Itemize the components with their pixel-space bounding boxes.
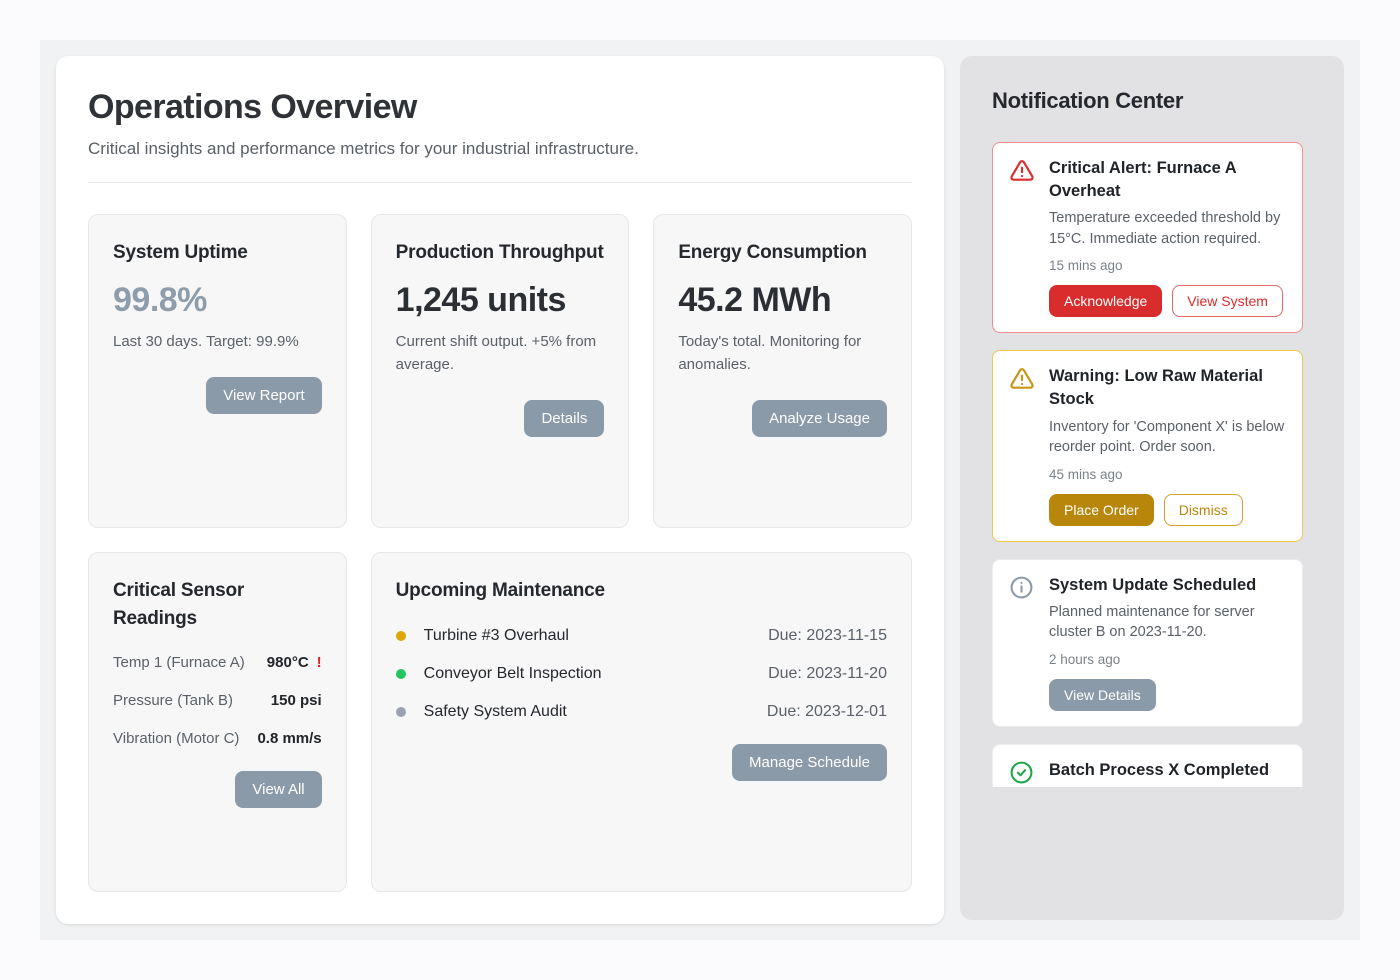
sensor-row: Temp 1 (Furnace A) 980°C! xyxy=(113,654,322,671)
manage-schedule-button[interactable]: Manage Schedule xyxy=(732,743,887,781)
notification-timestamp: 2 hours ago xyxy=(1049,651,1121,667)
card-title: Upcoming Maintenance xyxy=(395,580,605,601)
notification-body: Planned maintenance for server cluster B… xyxy=(1049,603,1255,641)
sensor-rows: Temp 1 (Furnace A) 980°C! Pressure (Tank… xyxy=(113,654,322,768)
place-order-button[interactable]: Place Order xyxy=(1049,493,1154,526)
acknowledge-button[interactable]: Acknowledge xyxy=(1049,285,1163,318)
card-critical-sensor-readings: Critical Sensor Readings Temp 1 (Furnace… xyxy=(88,552,347,892)
status-dot-green xyxy=(395,668,406,679)
notification-info: System Update Scheduled Planned maintena… xyxy=(992,558,1303,727)
notification-warning: Warning: Low Raw Material Stock Inventor… xyxy=(992,350,1303,542)
view-system-button[interactable]: View System xyxy=(1172,285,1283,318)
maintenance-row: Conveyor Belt Inspection Due: 2023-11-20 xyxy=(395,664,887,683)
view-details-button[interactable]: View Details xyxy=(1049,678,1156,711)
notification-timestamp: 15 mins ago xyxy=(1049,258,1123,274)
sensor-label: Vibration (Motor C) xyxy=(113,730,240,748)
dismiss-button[interactable]: Dismiss xyxy=(1163,493,1243,526)
maintenance-row: Safety System Audit Due: 2023-12-01 xyxy=(395,702,887,721)
sensor-alert-mark: ! xyxy=(316,654,322,672)
notification-body: Temperature exceeded threshold by 15°C. … xyxy=(1049,210,1281,247)
notification-critical: Critical Alert: Furnace A Overheat Tempe… xyxy=(992,142,1303,334)
maintenance-rows: Turbine #3 Overhaul Due: 2023-11-15 Conv… xyxy=(395,626,887,741)
analyze-usage-button[interactable]: Analyze Usage xyxy=(752,400,887,438)
details-button[interactable]: Details xyxy=(524,400,605,438)
header-divider xyxy=(88,182,912,183)
notification-center-title: Notification Center xyxy=(992,88,1184,113)
card-energy-consumption: Energy Consumption 45.2 MWh Today's tota… xyxy=(653,214,912,528)
page-subtitle: Critical insights and performance metric… xyxy=(88,139,639,158)
card-title: System Uptime xyxy=(113,242,248,263)
throughput-desc: Current shift output. +5% from average. xyxy=(395,332,597,373)
maintenance-task: Conveyor Belt Inspection xyxy=(423,664,602,682)
notification-list: Critical Alert: Furnace A Overheat Tempe… xyxy=(992,142,1303,787)
notification-center-panel: Notification Center Critical Alert: Furn… xyxy=(960,56,1344,920)
view-all-button[interactable]: View All xyxy=(235,771,322,809)
throughput-value: 1,245 units xyxy=(395,280,567,319)
uptime-desc: Last 30 days. Target: 99.9% xyxy=(113,332,299,350)
metrics-grid: System Uptime 99.8% Last 30 days. Target… xyxy=(88,214,912,892)
sensor-label: Pressure (Tank B) xyxy=(113,692,234,710)
maintenance-task: Safety System Audit xyxy=(423,702,567,720)
check-circle-icon xyxy=(1009,759,1035,787)
sensor-value: 980°C! xyxy=(266,654,322,672)
notification-title: System Update Scheduled xyxy=(1049,575,1257,594)
energy-desc: Today's total. Monitoring for anomalies. xyxy=(678,332,862,373)
notification-title: Batch Process X Completed xyxy=(1049,760,1270,779)
sensor-value: 0.8 mm/s xyxy=(257,730,322,748)
alert-triangle-icon xyxy=(1009,157,1035,317)
status-dot-gray xyxy=(395,706,406,717)
card-title: Energy Consumption xyxy=(678,242,867,263)
operations-overview-panel: Operations Overview Critical insights an… xyxy=(56,56,944,924)
status-dot-amber xyxy=(395,630,406,641)
card-title: Production Throughput xyxy=(395,242,604,263)
notification-title: Critical Alert: Furnace A Overheat xyxy=(1049,159,1237,201)
app-background: Operations Overview Critical insights an… xyxy=(40,40,1360,940)
maintenance-due-date: Due: 2023-12-01 xyxy=(766,702,887,720)
notification-success: Batch Process X Completed xyxy=(992,743,1303,787)
maintenance-task: Turbine #3 Overhaul xyxy=(423,626,569,644)
sensor-label: Temp 1 (Furnace A) xyxy=(113,654,245,672)
notification-timestamp: 45 mins ago xyxy=(1049,466,1123,482)
sensor-value: 150 psi xyxy=(270,692,322,710)
maintenance-due-date: Due: 2023-11-20 xyxy=(768,664,887,682)
uptime-value: 99.8% xyxy=(113,280,207,319)
warning-triangle-icon xyxy=(1009,365,1035,525)
notification-title: Warning: Low Raw Material Stock xyxy=(1049,367,1263,409)
energy-value: 45.2 MWh xyxy=(678,280,832,319)
sensor-row: Vibration (Motor C) 0.8 mm/s xyxy=(113,730,322,747)
page-title: Operations Overview xyxy=(88,88,417,126)
maintenance-row: Turbine #3 Overhaul Due: 2023-11-15 xyxy=(395,626,887,645)
maintenance-due-date: Due: 2023-11-15 xyxy=(768,626,887,644)
card-production-throughput: Production Throughput 1,245 units Curren… xyxy=(370,214,630,528)
card-upcoming-maintenance: Upcoming Maintenance Turbine #3 Overhaul… xyxy=(370,552,912,892)
card-title: Critical Sensor Readings xyxy=(113,580,245,629)
view-report-button[interactable]: View Report xyxy=(206,376,322,414)
card-system-uptime: System Uptime 99.8% Last 30 days. Target… xyxy=(88,214,347,528)
notification-body: Inventory for 'Component X' is below reo… xyxy=(1049,418,1285,456)
sensor-row: Pressure (Tank B) 150 psi xyxy=(113,692,322,709)
info-circle-icon xyxy=(1009,574,1035,711)
